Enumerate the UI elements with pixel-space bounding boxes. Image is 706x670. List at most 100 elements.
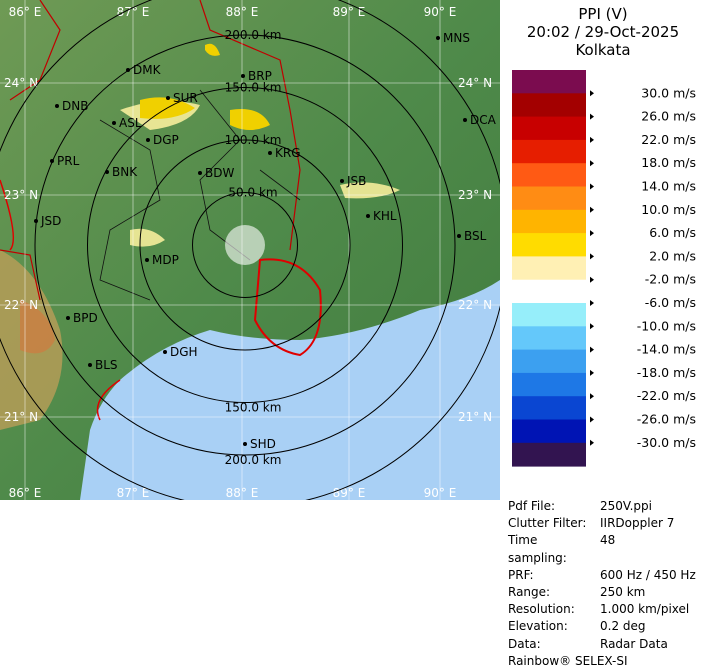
scale-label: -10.0 m/s — [637, 318, 696, 333]
lat-label: 21° N — [4, 410, 38, 424]
city-dot — [105, 170, 109, 174]
info-row: Data: Radar Data — [508, 636, 696, 653]
color-scale: 30.0 m/s 26.0 m/s 22.0 m/s 18.0 m/s 14.0 m/s… — [512, 70, 696, 467]
scale-label: -14.0 m/s — [637, 342, 696, 357]
scale-label: 18.0 m/s — [641, 155, 696, 170]
info-value: 1.000 km/pixel — [600, 602, 690, 617]
city-label: PRL — [57, 154, 80, 168]
city-label: BSL — [464, 229, 487, 243]
info-key: Pdf File: — [508, 499, 556, 513]
scale-arrow — [590, 183, 594, 190]
range-label: 150.0 km — [225, 401, 282, 415]
lat-label: 23° N — [4, 188, 38, 202]
footer: Rainbow® SELEX-SI — [508, 653, 628, 668]
info-value: Radar Data — [600, 636, 668, 651]
lon-label: 90° E — [424, 486, 457, 500]
scale-arrow — [590, 276, 594, 283]
city-label: DGH — [170, 345, 198, 359]
info-value: 250V.ppi — [600, 499, 652, 513]
lon-label: 86° E — [9, 486, 42, 500]
city-dot — [50, 159, 54, 163]
city-dot — [243, 442, 247, 446]
city-label: SHD — [250, 437, 276, 451]
range-label: 100.0 km — [225, 133, 282, 147]
info-table: Pdf File: 250V.ppi Clutter Filter: IIRDoppl… — [508, 498, 696, 670]
range-ring — [87, 87, 403, 403]
scale-label: 14.0 m/s — [641, 179, 696, 194]
lat-label: 24° N — [4, 76, 38, 90]
scale-label: -22.0 m/s — [637, 388, 696, 403]
scale-arrow — [590, 230, 594, 237]
scale-arrow — [590, 253, 594, 260]
lat-label: 23° N — [458, 188, 492, 202]
side-panel: PPI (V) 20:02 / 29-Oct-2025 Kolkata 30.0… — [500, 0, 706, 500]
city-label: BNK — [112, 165, 138, 179]
info-row: Pdf File: 250V.ppi — [508, 498, 696, 515]
scale-band — [512, 116, 586, 141]
title: PPI (V) — [578, 5, 628, 23]
city-dot — [457, 234, 461, 238]
lon-label: 89° E — [333, 5, 366, 19]
scale-label: -26.0 m/s — [637, 412, 696, 427]
range-label: 200.0 km — [225, 28, 282, 42]
city-dot — [436, 36, 440, 40]
range-ring — [34, 34, 456, 456]
info-row: Time sampling: 48 — [508, 532, 696, 566]
city-dot — [126, 68, 130, 72]
scale-band — [512, 186, 586, 211]
station: Kolkata — [575, 41, 631, 59]
lon-label: 89° E — [333, 486, 366, 500]
city-dot — [145, 258, 149, 262]
city-dot — [34, 219, 38, 223]
range-label: 200.0 km — [225, 453, 282, 467]
city-label: BRP — [248, 69, 272, 83]
info-value: 48 — [600, 533, 616, 548]
lon-label: 86° E — [9, 5, 42, 19]
info-row: Resolution: 1.000 km/pixel — [508, 601, 696, 618]
lat-label: 22° N — [4, 298, 38, 312]
city-label: KRG — [275, 146, 301, 160]
info-row: Elevation: 0.2 deg — [508, 618, 696, 635]
city-label: BLS — [95, 358, 118, 372]
city-label: BPD — [73, 311, 98, 325]
scale-band — [512, 139, 586, 164]
city-label: BDW — [205, 166, 234, 180]
scale-band — [512, 279, 586, 304]
scale-band — [512, 233, 586, 257]
datetime: 20:02 / 29-Oct-2025 — [526, 23, 680, 41]
info-value: 250 km — [600, 585, 646, 600]
info-key: Time sampling: — [508, 533, 567, 565]
city-label: DNB — [62, 99, 88, 113]
scale-label: 6.0 m/s — [649, 225, 696, 240]
city-label: ASL — [119, 116, 142, 130]
lon-label: 88° E — [226, 5, 259, 19]
scale-arrow — [590, 393, 594, 400]
scale-band — [512, 163, 586, 187]
scale-label: 30.0 m/s — [641, 85, 696, 100]
info-row: Clutter Filter: IIRDoppler 7 — [508, 515, 696, 532]
range-label: 150.0 km — [225, 81, 282, 95]
lat-label: 24° N — [458, 76, 492, 90]
info-value: 0.2 deg — [600, 619, 646, 634]
city-label: JSB — [346, 174, 366, 188]
city-dot — [198, 171, 202, 175]
range-label: 50.0 km — [228, 186, 277, 200]
lon-label: 88° E — [226, 486, 259, 500]
city-label: DMK — [133, 63, 162, 77]
scale-label: -30.0 m/s — [637, 435, 696, 450]
scale-label: 26.0 m/s — [641, 109, 696, 124]
scale-label: -6.0 m/s — [645, 295, 696, 310]
scale-label: -18.0 m/s — [637, 365, 696, 380]
city-dot — [163, 350, 167, 354]
scale-arrow — [590, 300, 594, 306]
city-dot — [112, 121, 116, 125]
scale-band — [512, 349, 586, 374]
city-label: JSD — [40, 214, 61, 228]
city-dot — [366, 214, 370, 218]
city-dot — [146, 138, 150, 142]
info-key: Range: — [508, 585, 551, 600]
scale-arrow — [590, 136, 594, 143]
city-dot — [166, 96, 170, 100]
scale-arrow — [590, 416, 594, 423]
